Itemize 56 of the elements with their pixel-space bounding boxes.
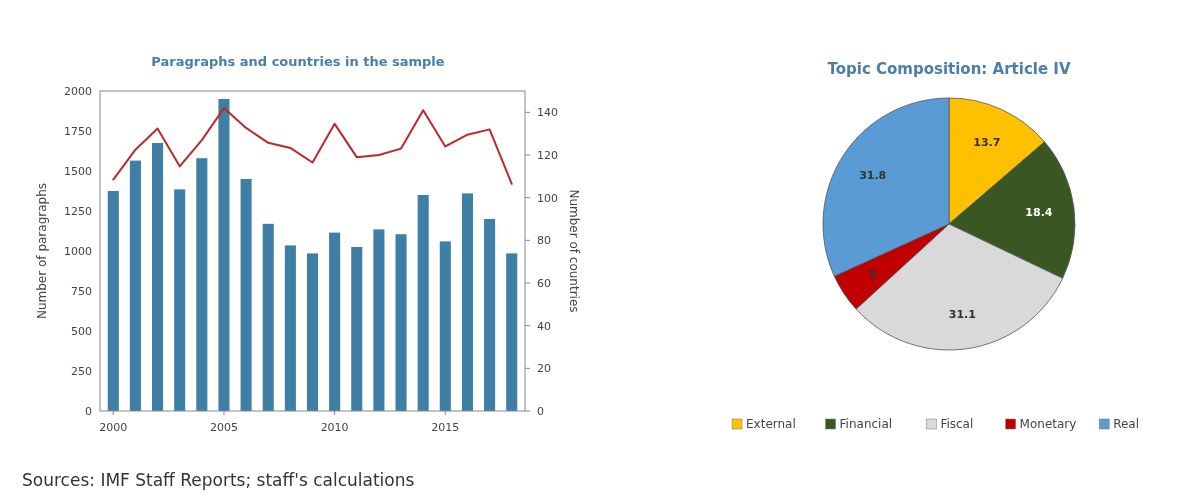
chart-title: Paragraphs and countries in the sample [151, 54, 445, 69]
bar [506, 253, 518, 411]
line-series [112, 107, 513, 185]
data-label: 5 [869, 268, 878, 282]
legend-label: Financial [839, 417, 893, 431]
bar [174, 189, 186, 411]
y2-tick-label: 100 [537, 191, 558, 205]
y-axis-title: Number of paragraphs [35, 182, 49, 320]
chart-title: Topic Composition: Article IV [827, 60, 1071, 78]
bar [284, 245, 296, 411]
legend-label: External [746, 417, 796, 431]
y-tick-label: 1250 [64, 205, 92, 218]
bar [417, 195, 429, 411]
bar [196, 158, 208, 411]
data-label: 13.7 [973, 135, 1001, 149]
y2-tick-label: 20 [537, 362, 551, 376]
y2-tick-label: 80 [537, 234, 551, 248]
y2-tick-label: 120 [537, 149, 558, 162]
bar [152, 143, 164, 411]
y2-tick-label: 140 [537, 106, 558, 120]
bar [439, 241, 451, 411]
y-tick-label: 500 [71, 325, 92, 338]
x-tick-label: 2005 [209, 421, 238, 434]
data-label: 31.1 [948, 307, 976, 321]
y2-tick-label: 60 [537, 277, 551, 290]
data-label: 31.8 [859, 168, 887, 182]
x-tick-label: 2010 [320, 421, 349, 434]
bar [484, 219, 496, 411]
x-tick-label: 2015 [431, 421, 460, 434]
y-tick-label: 1000 [64, 245, 92, 258]
bar [461, 193, 473, 411]
y2-axis-title: Number of countries [567, 189, 581, 313]
bar [395, 234, 407, 411]
bar [240, 179, 252, 411]
bar [306, 253, 319, 411]
bar [129, 160, 141, 411]
bar [262, 223, 274, 411]
bar [107, 191, 119, 411]
x-tick-label: 2000 [99, 421, 128, 434]
y-tick-label: 250 [71, 365, 92, 378]
y-tick-label: 1750 [64, 125, 92, 138]
data-label: 18.4 [1025, 206, 1053, 220]
bar [351, 247, 363, 411]
legend-label: Real [1113, 417, 1140, 431]
bar [373, 229, 385, 411]
y2-tick-label: 40 [537, 319, 551, 333]
source-note: Sources: IMF Staff Reports; staff's calculations [22, 470, 415, 490]
legend-label: Fiscal [940, 417, 974, 431]
y-tick-label: 2000 [64, 85, 92, 98]
legend-label: Monetary [1019, 417, 1077, 431]
bar [218, 99, 230, 411]
y2-tick-label: 0 [537, 405, 544, 418]
y-tick-label: 750 [71, 285, 92, 298]
bar [329, 232, 341, 411]
y-tick-label: 1500 [64, 165, 92, 178]
y-tick-label: 0 [85, 405, 92, 418]
